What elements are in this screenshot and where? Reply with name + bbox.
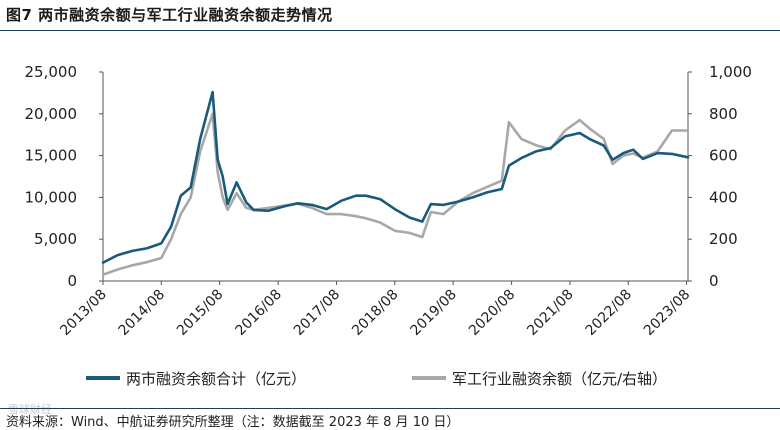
x-tick-label: 2015/08	[174, 287, 226, 339]
y-left-tick-label: 10,000	[25, 188, 78, 206]
x-tick-label: 2023/08	[641, 287, 693, 339]
y-left-tick-label: 15,000	[25, 147, 78, 165]
x-tick-label: 2022/08	[583, 287, 635, 339]
y-right-tick-label: 1,000	[709, 63, 752, 81]
legend: 两市融资余额合计（亿元） 军工行业融资余额（亿元/右轴）	[86, 370, 667, 388]
y-left-tick-label: 25,000	[25, 63, 78, 81]
line-chart: 0 5,000 10,000 15,000 20,000 25,000 0 200 400 600…	[25, 63, 752, 388]
source-rule	[0, 408, 780, 409]
legend-item-total-label: 两市融资余额合计（亿元）	[126, 370, 306, 388]
legend-item-military-label: 军工行业融资余额（亿元/右轴）	[452, 370, 667, 388]
x-tick-label: 2018/08	[349, 287, 401, 339]
series-line-total	[101, 90, 690, 264]
series-layer	[101, 90, 690, 276]
x-tick-label: 2019/08	[407, 287, 459, 339]
y-right-tick-label: 600	[709, 147, 738, 165]
y-right-tick-label: 800	[709, 105, 738, 123]
y-left-tick-label: 20,000	[25, 105, 78, 123]
figure-title: 图7 两市融资余额与军工行业融资余额走势情况	[6, 6, 333, 24]
y-left-tick-label: 5,000	[34, 230, 77, 248]
y-right-tick-label: 200	[709, 230, 738, 248]
y-right-tick-label: 0	[709, 272, 719, 290]
x-tick-label: 2021/08	[524, 287, 576, 339]
axes: 0 5,000 10,000 15,000 20,000 25,000 0 200 400 600…	[25, 63, 752, 339]
watermark: 雪球财经	[8, 403, 52, 416]
title-rule	[0, 30, 780, 31]
x-tick-label: 2013/08	[57, 287, 109, 339]
y-right-tick-label: 400	[709, 188, 738, 206]
x-tick-label: 2016/08	[233, 287, 285, 339]
x-tick-label: 2020/08	[466, 287, 518, 339]
x-tick-label: 2017/08	[291, 287, 343, 339]
y-left-tick-label: 0	[67, 272, 77, 290]
source-note: 资料来源：Wind、中航证券研究所整理（注：数据截至 2023 年 8 月 10…	[6, 415, 460, 430]
x-tick-label: 2014/08	[116, 287, 168, 339]
series-line-military	[101, 112, 690, 276]
